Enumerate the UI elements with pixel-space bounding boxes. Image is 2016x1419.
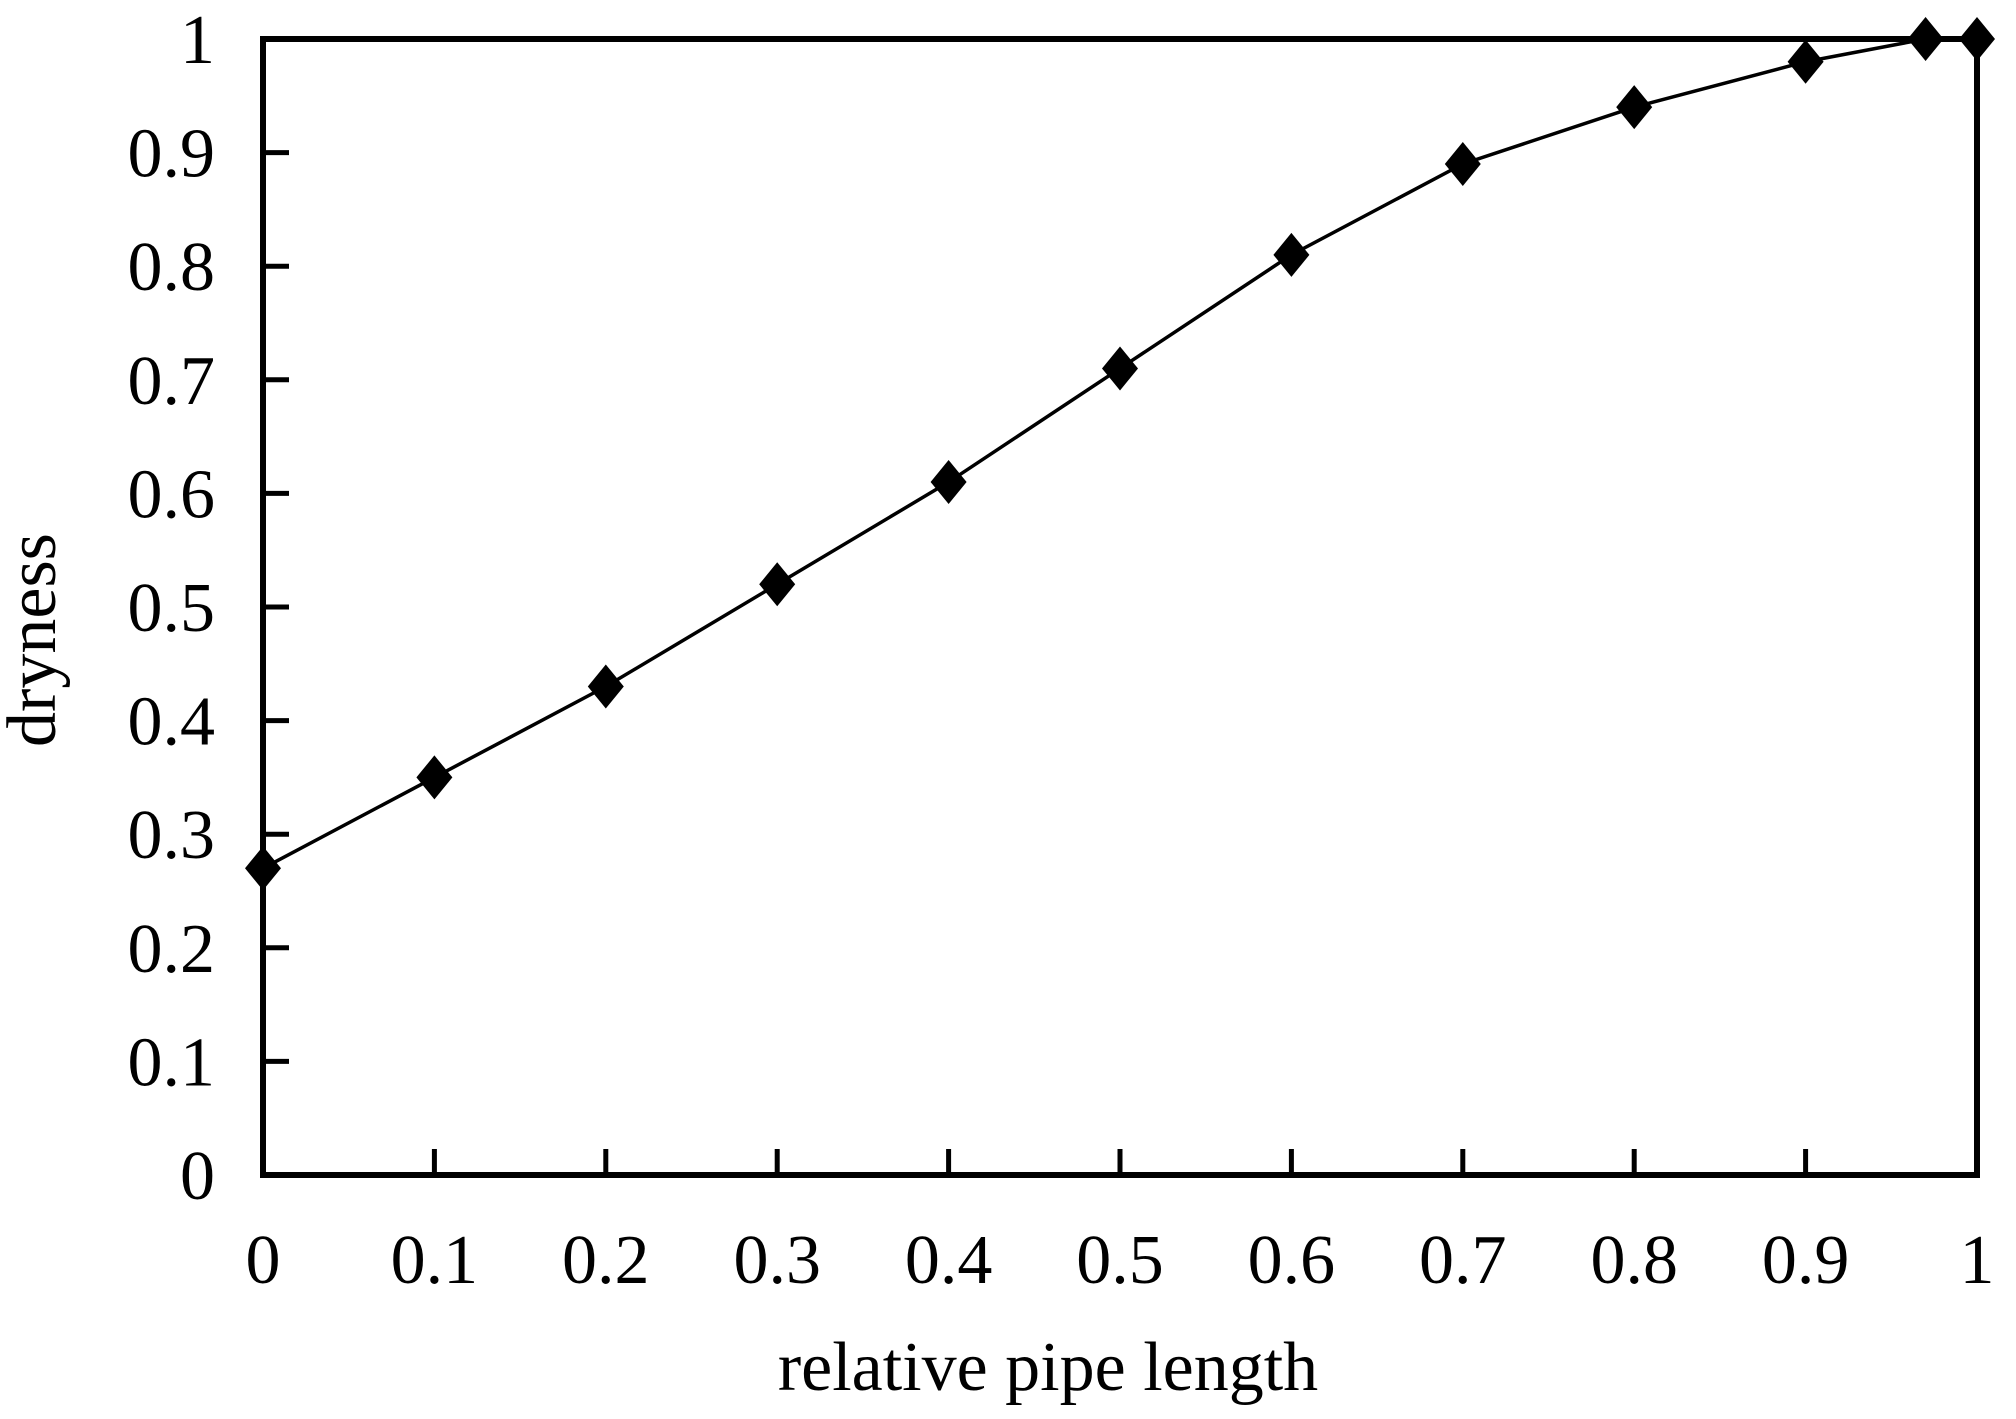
- y-tick-label: 0.4: [128, 684, 216, 761]
- x-tick-label: 0.9: [1762, 1222, 1850, 1299]
- y-tick-label: 1: [180, 2, 215, 79]
- data-point-marker: [1787, 39, 1824, 84]
- y-tick-label: 0.9: [128, 116, 216, 193]
- y-tick-label: 0.1: [128, 1024, 216, 1101]
- y-tick-label: 0.3: [128, 797, 216, 874]
- tick-labels-group: 0 0.1 0.2 0.3 0.4 0.5 0.6 0.7 0.8 0.9 1 0 0.1 0.2 0.3 0…: [128, 2, 1995, 1299]
- plot-area-frame: [260, 36, 1980, 1178]
- axis-ticks-group: [260, 36, 1980, 1178]
- plot-frame-group: [260, 36, 1980, 1178]
- data-point-marker: [1102, 346, 1138, 391]
- y-axis-title: dryness: [0, 533, 71, 747]
- y-tick-label: 0.8: [128, 229, 216, 306]
- x-tick-label: 0.4: [905, 1222, 993, 1299]
- data-point-marker: [245, 846, 281, 891]
- data-point-marker: [416, 755, 453, 800]
- y-tick-label: 0: [180, 1138, 215, 1215]
- data-point-marker: [1273, 232, 1310, 277]
- y-tick-label: 0.5: [128, 570, 216, 647]
- x-tick-label: 1: [1960, 1222, 1995, 1299]
- x-tick-label: 0.5: [1076, 1222, 1164, 1299]
- x-tick-label: 0.2: [562, 1222, 650, 1299]
- data-point-marker: [930, 460, 967, 505]
- y-tick-label: 0.2: [128, 911, 216, 988]
- y-tick-label: 0.7: [128, 343, 216, 420]
- x-tick-label: 0: [246, 1222, 281, 1299]
- data-series-group: [245, 17, 1995, 891]
- data-point-marker: [1907, 17, 1944, 61]
- data-point-marker: [1959, 17, 1995, 61]
- data-line: [262, 37, 1977, 870]
- x-tick-label: 0.8: [1590, 1222, 1678, 1299]
- y-tick-label: 0.6: [128, 456, 216, 533]
- data-point-marker: [587, 664, 624, 709]
- x-tick-label: 0.3: [733, 1222, 821, 1299]
- x-tick-label: 0.1: [391, 1222, 479, 1299]
- data-point-marker: [1444, 141, 1481, 186]
- x-axis-title: relative pipe length: [778, 1329, 1318, 1406]
- x-tick-label: 0.7: [1419, 1222, 1507, 1299]
- data-point-marker: [1616, 85, 1653, 130]
- x-tick-label: 0.6: [1248, 1222, 1336, 1299]
- data-point-marker: [759, 562, 796, 607]
